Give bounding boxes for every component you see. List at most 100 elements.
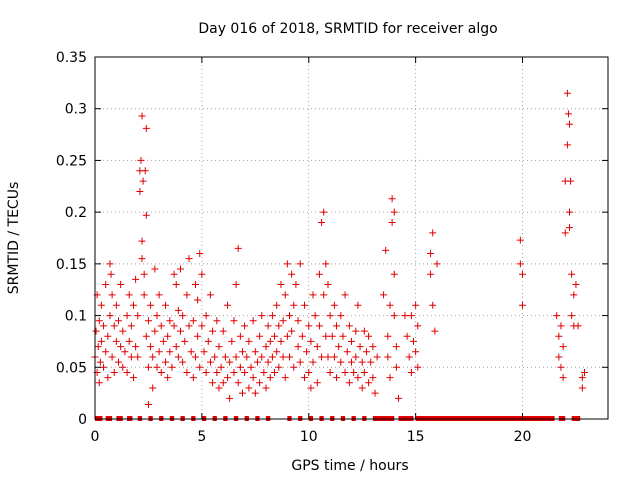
data-point xyxy=(144,401,152,409)
data-point xyxy=(142,124,150,132)
data-point xyxy=(384,332,392,340)
data-point xyxy=(516,236,524,244)
data-point xyxy=(412,348,420,356)
data-point xyxy=(380,291,388,299)
data-point xyxy=(262,343,270,351)
data-point xyxy=(198,270,206,278)
data-point xyxy=(273,301,281,309)
data-point xyxy=(345,322,353,330)
data-point xyxy=(431,327,439,335)
data-point xyxy=(232,353,240,361)
data-point xyxy=(132,343,140,351)
data-point xyxy=(339,332,347,340)
data-point xyxy=(108,291,116,299)
data-point xyxy=(337,312,345,320)
data-point xyxy=(196,363,204,371)
data-point xyxy=(358,384,366,392)
data-point xyxy=(373,353,381,361)
data-point xyxy=(142,332,150,340)
data-point xyxy=(313,343,321,351)
data-point xyxy=(309,291,317,299)
data-point xyxy=(142,211,150,219)
data-point xyxy=(279,317,287,325)
data-point xyxy=(519,270,526,278)
data-point xyxy=(405,353,413,361)
data-point xyxy=(578,384,586,392)
data-point xyxy=(129,301,137,309)
data-point xyxy=(106,260,114,268)
data-point xyxy=(123,368,131,376)
data-point xyxy=(286,353,294,361)
data-point xyxy=(324,353,332,361)
data-point xyxy=(553,312,561,320)
data-point xyxy=(139,177,147,185)
data-point xyxy=(273,348,281,356)
data-point xyxy=(230,368,238,376)
data-point xyxy=(365,332,373,340)
data-point xyxy=(268,353,276,361)
data-point xyxy=(121,348,129,356)
data-point xyxy=(360,368,368,376)
data-point xyxy=(315,270,323,278)
data-point xyxy=(557,363,565,371)
chart-title: Day 016 of 2018, SRMTID for receiver alg… xyxy=(198,21,497,37)
plot-frame xyxy=(94,56,609,420)
data-point xyxy=(275,322,283,330)
data-point xyxy=(296,358,304,366)
x-tick-label: 0 xyxy=(91,429,100,445)
data-point xyxy=(283,332,291,340)
data-point xyxy=(564,110,572,118)
data-point xyxy=(202,368,210,376)
data-point xyxy=(568,270,576,278)
data-point xyxy=(345,379,353,387)
data-point xyxy=(264,358,272,366)
data-point xyxy=(286,312,294,320)
data-point xyxy=(196,250,204,258)
data-point xyxy=(354,374,362,382)
data-point xyxy=(288,327,296,335)
data-point xyxy=(369,343,377,351)
data-point xyxy=(320,291,328,299)
data-point xyxy=(365,379,373,387)
y-tick-label: 0.15 xyxy=(56,257,87,273)
data-point xyxy=(110,322,118,330)
data-point xyxy=(238,389,246,397)
data-point xyxy=(307,337,315,345)
data-point xyxy=(407,368,415,376)
data-point xyxy=(198,322,206,330)
data-point xyxy=(390,208,398,216)
data-point xyxy=(298,332,306,340)
data-point xyxy=(313,379,321,387)
data-point xyxy=(202,312,210,320)
data-point xyxy=(281,291,289,299)
data-point xyxy=(217,363,225,371)
data-point xyxy=(275,363,283,371)
data-point xyxy=(395,394,403,402)
data-point xyxy=(362,348,370,356)
data-point xyxy=(352,353,360,361)
data-point xyxy=(97,337,105,345)
data-point xyxy=(343,348,351,356)
data-point xyxy=(401,312,409,320)
data-point xyxy=(209,327,217,335)
data-point xyxy=(243,353,251,361)
data-point xyxy=(262,384,270,392)
data-point xyxy=(350,368,358,376)
data-point xyxy=(566,224,574,232)
grid-lines xyxy=(95,57,608,419)
data-point xyxy=(271,368,279,376)
data-point xyxy=(232,281,240,289)
data-point xyxy=(348,358,355,366)
data-point xyxy=(386,374,394,382)
data-point xyxy=(341,368,349,376)
data-point xyxy=(384,353,392,361)
data-point xyxy=(215,384,223,392)
data-point xyxy=(348,337,355,345)
data-point xyxy=(258,312,266,320)
data-point xyxy=(271,332,279,340)
data-point xyxy=(249,374,257,382)
data-point xyxy=(330,353,338,361)
data-point xyxy=(221,353,229,361)
data-point xyxy=(209,379,217,387)
data-point xyxy=(253,358,261,366)
